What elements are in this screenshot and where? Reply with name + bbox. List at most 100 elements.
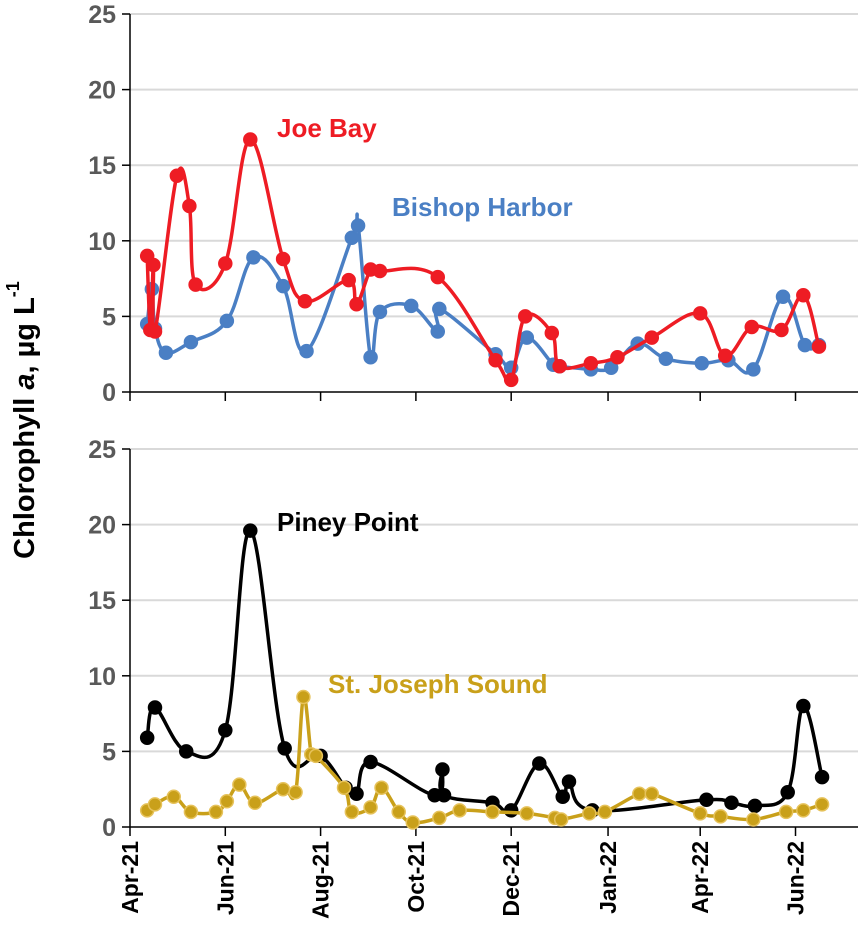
data-point-st-joseph-sound [778,804,794,820]
data-point-st-joseph-sound [432,810,447,826]
panel-top: 0 5 10 15 20 25 Joe Bay Bishop Harbor [88,1,858,407]
data-point-bishop-harbor [519,330,535,345]
y-tick-label: 5 [102,738,116,766]
series-label: Piney Point [277,507,419,537]
data-point-joe-bay [544,325,560,341]
panel-bottom: 0 5 10 15 20 25 Piney Point St. Joseph Sound [88,436,858,842]
svg-text:Chlorophyll a, µg L-1: Chlorophyll a, µg L-1 [3,281,41,559]
data-point-st-joseph-sound [344,804,360,820]
data-point-joe-bay [552,359,567,374]
series-label: St. Joseph Sound [328,669,548,699]
y-tick-label: 15 [88,152,116,180]
data-point-piney-point [780,784,795,800]
data-point-piney-point [277,741,292,756]
y-tick-label: 0 [102,814,116,842]
x-tick-label: Aug-21 [308,841,334,919]
data-point-piney-point [363,754,378,770]
x-tick-label: Oct-21 [403,841,429,913]
data-point-bishop-harbor [430,324,446,339]
data-point-joe-bay [147,324,163,339]
data-point-joe-bay [644,330,660,345]
y-tick-label: 20 [88,512,116,540]
data-point-bishop-harbor [403,298,419,314]
data-point-st-joseph-sound [692,806,708,821]
data-point-bishop-harbor [183,334,199,350]
x-tick-label: Apr-22 [687,841,713,914]
data-point-joe-bay [146,257,161,273]
data-point-piney-point [178,744,194,759]
x-tick-label: Jun-22 [783,841,809,915]
data-point-joe-bay [503,372,519,388]
data-point-st-joseph-sound [632,786,647,801]
data-point-joe-bay [796,287,811,303]
data-point-st-joseph-sound [208,804,224,820]
data-point-piney-point [218,722,233,738]
data-point-piney-point [699,792,714,808]
series-label: Bishop Harbor [392,192,573,222]
data-point-joe-bay [430,269,446,285]
data-point-st-joseph-sound [796,803,811,818]
data-point-joe-bay [774,322,789,338]
data-point-piney-point [139,730,155,746]
data-point-joe-bay [488,352,503,368]
y-title-italic-a: a [9,374,41,390]
data-point-piney-point [555,789,570,805]
y-tick-label: 25 [88,1,116,29]
series-label: Joe Bay [277,113,377,143]
y-title-part-1: Chlorophyll [9,390,41,559]
data-point-joe-bay [811,339,827,354]
x-tick-label: Dec-21 [498,841,524,917]
data-point-bishop-harbor [432,301,447,317]
data-point-bishop-harbor [158,345,174,360]
x-tick-label: Jan-22 [595,841,621,914]
data-point-bishop-harbor [658,351,674,366]
data-point-st-joseph-sound [275,781,291,797]
data-point-piney-point [503,803,519,818]
data-point-piney-point [436,787,452,803]
data-point-st-joseph-sound [336,780,352,795]
data-point-st-joseph-sound [288,784,303,800]
y-tick-label: 5 [102,303,116,331]
data-point-joe-bay [692,306,708,321]
data-point-st-joseph-sound [219,794,235,809]
data-point-bishop-harbor [694,356,710,371]
data-point-bishop-harbor [350,218,366,233]
y-tick-label: 0 [102,379,116,407]
data-point-bishop-harbor [603,360,619,376]
data-point-bishop-harbor [363,349,378,365]
data-point-st-joseph-sound [147,797,163,812]
data-point-st-joseph-sound [296,689,311,705]
data-point-piney-point [724,795,739,811]
data-point-joe-bay [517,309,533,324]
data-point-bishop-harbor [219,313,235,329]
data-point-st-joseph-sound [582,806,597,821]
data-point-joe-bay [717,348,733,363]
data-point-st-joseph-sound [519,806,535,821]
data-point-bishop-harbor [275,278,291,294]
data-point-bishop-harbor [299,343,314,359]
data-point-piney-point [747,798,763,814]
data-point-joe-bay [243,132,258,147]
data-point-bishop-harbor [344,230,360,246]
data-point-joe-bay [275,251,291,267]
y-tick-label: 25 [88,436,116,464]
data-point-joe-bay [182,198,197,214]
data-point-st-joseph-sound [391,804,406,820]
data-point-st-joseph-sound [553,812,569,827]
data-point-st-joseph-sound [713,809,728,824]
data-point-piney-point [243,523,258,538]
y-tick-label: 10 [88,663,116,691]
y-tick-label: 20 [88,77,116,105]
data-point-bishop-harbor [372,304,388,320]
data-point-st-joseph-sound [405,815,421,830]
data-point-st-joseph-sound [374,780,389,795]
data-point-st-joseph-sound [166,789,181,805]
data-point-joe-bay [583,356,599,371]
data-point-st-joseph-sound [644,786,660,801]
data-point-piney-point [349,786,364,801]
y-title-exponent: -1 [3,281,23,297]
data-point-piney-point [147,700,163,715]
data-point-piney-point [435,762,450,777]
data-point-piney-point [814,769,830,785]
